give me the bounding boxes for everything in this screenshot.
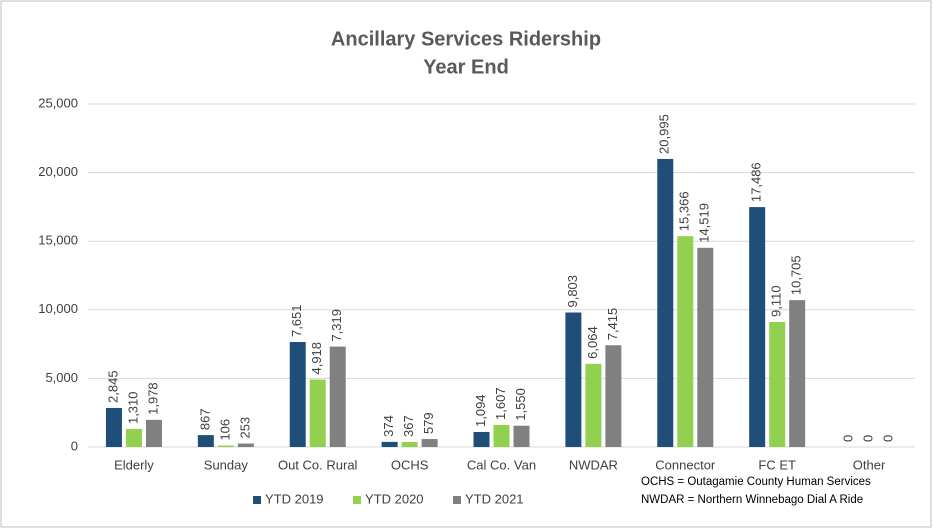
value-label: 9,110	[769, 285, 784, 317]
value-label: 7,415	[605, 308, 620, 341]
value-label: 7,319	[329, 309, 344, 342]
annotation: OCHS = Outagamie County Human Services	[641, 476, 871, 488]
y-tick-label: 5,000	[45, 370, 78, 385]
bar	[217, 445, 234, 447]
x-tick-label: OCHS	[391, 457, 429, 472]
value-label: 6,064	[585, 326, 600, 359]
value-label: 0	[860, 435, 875, 442]
value-label: 9,803	[565, 275, 580, 308]
bar	[769, 322, 786, 447]
legend-label: YTD 2020	[365, 491, 424, 506]
chart-subtitle: Year End	[423, 56, 509, 78]
value-label: 367	[401, 415, 416, 437]
y-tick-label: 10,000	[38, 301, 78, 316]
x-tick-label: Connector	[655, 457, 716, 472]
value-label: 253	[237, 417, 252, 439]
value-label: 1,607	[493, 387, 508, 420]
legend-label: YTD 2019	[265, 491, 324, 506]
value-label: 14,519	[697, 203, 712, 243]
y-tick-label: 20,000	[38, 164, 78, 179]
bar	[789, 300, 806, 447]
value-label: 1,310	[125, 391, 140, 424]
value-label: 17,486	[749, 162, 764, 202]
bar	[197, 435, 214, 447]
x-tick-label: NWDAR	[569, 457, 618, 472]
bar	[565, 312, 582, 447]
legend-swatch	[353, 496, 361, 504]
x-tick-label: Out Co. Rural	[278, 457, 358, 472]
value-label: 374	[381, 415, 396, 437]
legend-swatch	[253, 496, 261, 504]
value-label: 4,918	[309, 342, 324, 375]
x-tick-label: Elderly	[114, 457, 154, 472]
value-label: 0	[840, 435, 855, 442]
bar	[421, 439, 438, 447]
bar	[125, 429, 142, 447]
value-label: 106	[217, 419, 232, 441]
value-label: 10,705	[789, 255, 804, 295]
value-label: 867	[197, 408, 212, 430]
x-tick-label: Other	[853, 457, 886, 472]
value-label: 1,550	[513, 388, 528, 421]
value-label: 20,995	[657, 114, 672, 154]
value-label: 579	[421, 412, 436, 434]
value-label: 7,651	[289, 304, 304, 337]
x-tick-label: Sunday	[204, 457, 249, 472]
x-tick-label: FC ET	[758, 457, 796, 472]
bar	[749, 207, 766, 447]
bar	[289, 342, 306, 447]
bar	[105, 407, 122, 447]
bar	[605, 345, 622, 447]
bar	[513, 425, 530, 447]
bar	[401, 441, 418, 447]
legend-label: YTD 2021	[465, 491, 524, 506]
bar	[697, 247, 714, 447]
value-label: 1,978	[145, 382, 160, 415]
y-tick-label: 15,000	[38, 233, 78, 248]
annotation: NWDAR = Northern Winnebago Dial A Ride	[641, 494, 863, 506]
bar	[309, 379, 326, 447]
chart-title: Ancillary Services Ridership	[331, 28, 601, 50]
bar	[493, 424, 510, 447]
legend-swatch	[453, 496, 461, 504]
y-tick-label: 25,000	[38, 95, 78, 110]
bar	[585, 363, 602, 447]
value-label: 15,366	[677, 191, 692, 231]
y-tick-label: 0	[71, 438, 78, 453]
bar	[237, 443, 254, 447]
x-tick-label: Cal Co. Van	[467, 457, 536, 472]
bar	[381, 441, 398, 447]
bar	[145, 419, 162, 447]
bar	[657, 158, 674, 447]
bar	[473, 431, 490, 447]
value-label: 1,094	[473, 394, 488, 427]
bar	[329, 346, 346, 447]
value-label: 0	[880, 435, 895, 442]
value-label: 2,845	[105, 370, 120, 403]
bar	[677, 236, 694, 447]
